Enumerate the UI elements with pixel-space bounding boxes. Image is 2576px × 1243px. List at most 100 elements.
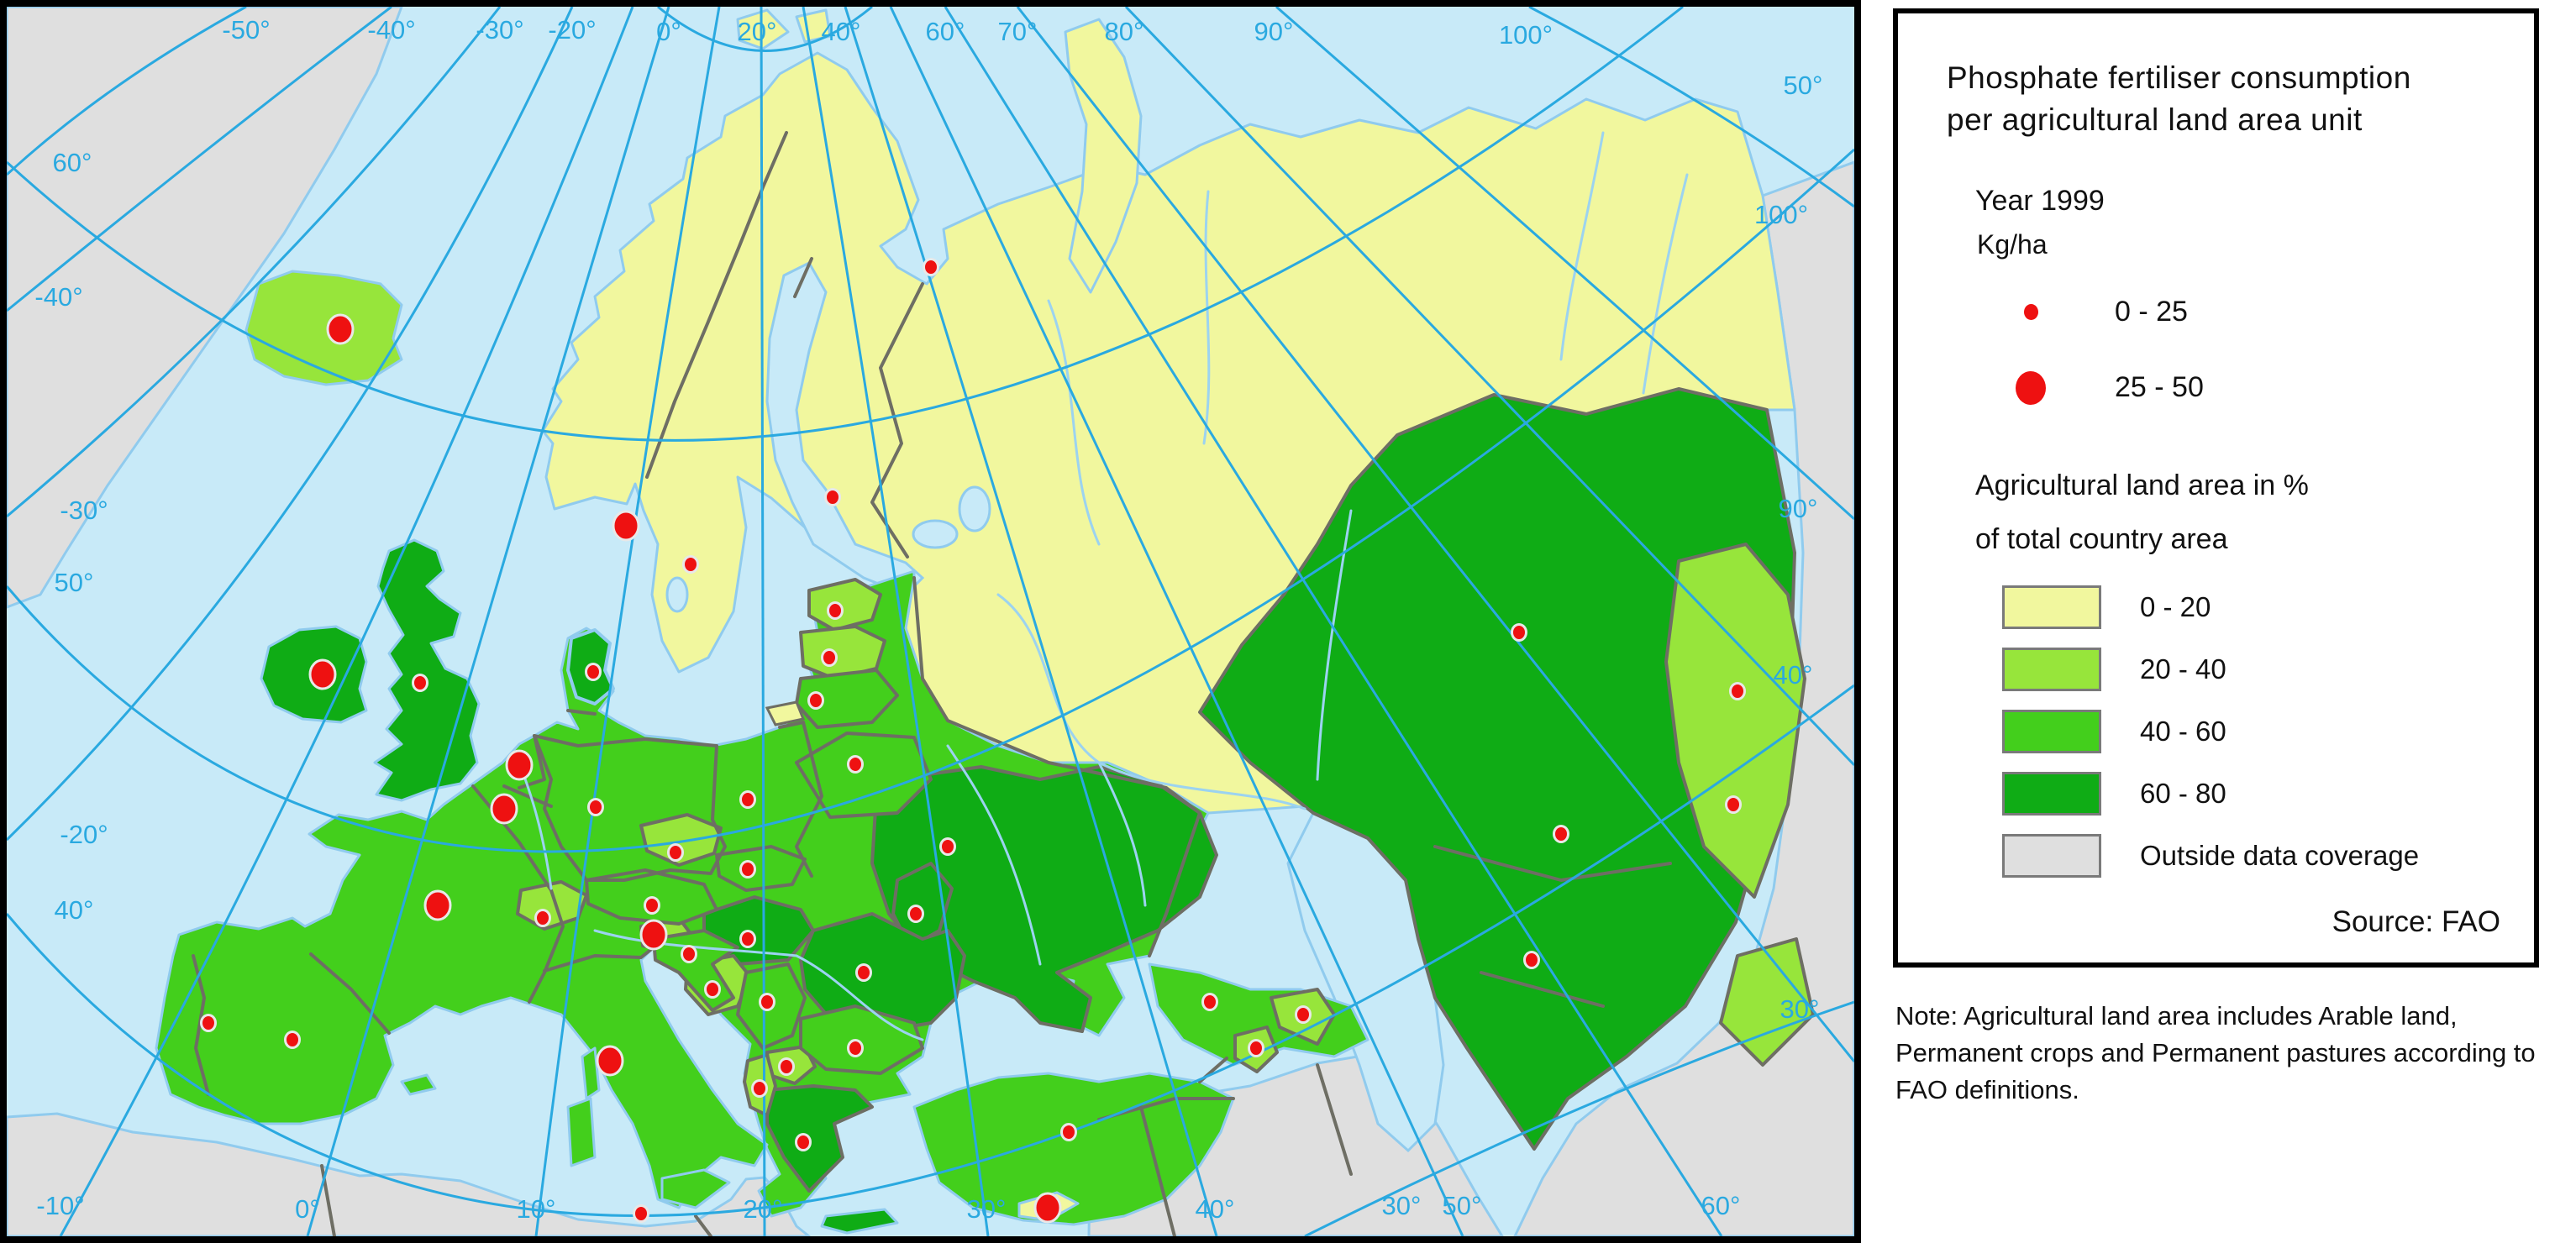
dot-cyprus — [1033, 1192, 1062, 1224]
legend: Phosphate fertiliser consumption per agr… — [1893, 8, 2539, 968]
dot-belarus — [847, 755, 864, 774]
dot-belgium — [490, 793, 518, 825]
dot-turkey — [1060, 1123, 1077, 1141]
dot-portugal — [200, 1014, 217, 1032]
graticule-label: -30° — [476, 15, 523, 45]
dot-azerbaijan — [1295, 1005, 1312, 1024]
dot-moldova — [907, 905, 924, 923]
dot-hungary — [739, 930, 756, 948]
graticule-label: 20° — [744, 1194, 783, 1224]
dot-slovenia — [639, 919, 668, 951]
swatch-20-40-label: 20 - 40 — [2140, 653, 2226, 685]
island-sardinia — [566, 1097, 597, 1167]
dot-poland — [739, 790, 756, 809]
graticule-label: -40° — [34, 282, 82, 312]
dot-kazakhstan-north — [1511, 623, 1527, 642]
legend-swatch-row-0: 0 - 20 — [2002, 585, 2495, 630]
dot-lithuania — [807, 691, 824, 710]
swatch-0-20-label: 0 - 20 — [2140, 591, 2211, 623]
graticule-label: 60° — [926, 17, 965, 46]
dot-iceland — [326, 313, 355, 345]
region-kyrgyz-tajik — [1719, 937, 1815, 1067]
swatch-40-60-label: 40 - 60 — [2140, 716, 2226, 747]
swatch-outside — [2002, 834, 2101, 878]
graticule-label: 70° — [998, 17, 1038, 46]
small-dot-icon — [1997, 304, 2064, 321]
dot-romania — [855, 963, 872, 982]
legend-unit: Kg/ha — [1977, 228, 2048, 260]
dot-ukraine — [939, 837, 956, 856]
legend-title-line2: per agricultural land area unit — [1947, 102, 2363, 137]
dot-malta — [633, 1204, 649, 1223]
graticule-label: -20° — [60, 820, 108, 849]
legend-title-line1: Phosphate fertiliser consumption — [1947, 60, 2411, 95]
dot-switzerland — [534, 909, 551, 927]
fertiliser-dots — [200, 258, 1746, 1224]
country-czech-republic — [639, 813, 723, 867]
legend-dot-row-large: 25 - 50 — [1997, 365, 2495, 412]
legend-year: Year 1999 — [1975, 184, 2105, 217]
dot-france — [423, 889, 452, 921]
graticule-label: 90° — [1779, 494, 1818, 523]
graticule-label: -20° — [548, 15, 596, 45]
region-altai — [1664, 543, 1806, 899]
graticule-label: 100° — [1754, 200, 1808, 229]
legend-swatch-row-4: Outside data coverage — [2002, 834, 2495, 878]
country-greece — [765, 1084, 874, 1193]
swatch-40-60 — [2002, 710, 2101, 754]
graticule-label: 30° — [967, 1194, 1007, 1224]
graticule-label: 100° — [1499, 20, 1553, 50]
dot-united-kingdom — [412, 674, 428, 692]
dot-italy — [596, 1045, 624, 1077]
legend-title: Phosphate fertiliser consumption per agr… — [1947, 57, 2495, 141]
island-sicily — [660, 1168, 731, 1209]
dot-estonia — [827, 601, 844, 620]
graticule-label: 30° — [1780, 994, 1820, 1024]
country-bulgaria — [799, 1004, 924, 1075]
dot-czech-republic — [667, 843, 684, 862]
island-corsica — [581, 1046, 601, 1100]
graticule-label: 0° — [295, 1194, 320, 1224]
graticule — [7, 7, 1854, 1236]
graticule-label: 90° — [1254, 17, 1294, 46]
graticule-label: 60° — [53, 148, 92, 177]
dot-latvia — [821, 648, 838, 667]
legend-area-heading-line2: of total country area — [1975, 523, 2228, 556]
country-iceland — [244, 270, 403, 386]
swatch-outside-label: Outside data coverage — [2140, 840, 2420, 872]
dot-austria — [644, 896, 660, 915]
island-crete — [820, 1208, 899, 1235]
dot-spain — [284, 1031, 301, 1049]
swatch-60-80-label: 60 - 80 — [2140, 778, 2226, 810]
legend-dot-row-small: 0 - 25 — [1997, 289, 2495, 336]
dot-ireland — [308, 658, 337, 690]
dot-armenia — [1248, 1039, 1264, 1057]
region-north-africa — [7, 1112, 811, 1236]
legend-swatch-row-2: 40 - 60 — [2002, 710, 2495, 754]
country-borders — [192, 131, 1672, 1236]
graticule-label: 10° — [517, 1194, 556, 1224]
region-central-asia — [1198, 387, 1796, 1151]
graticule-label: 40° — [1774, 660, 1813, 690]
graticule-label: 40° — [822, 17, 861, 46]
dot-finland — [824, 488, 841, 506]
dot-east-region — [1725, 795, 1742, 814]
dot-netherlands — [505, 749, 534, 781]
dot-greece — [795, 1133, 812, 1151]
graticule-label: -10° — [36, 1191, 84, 1220]
graticule-label: -50° — [222, 15, 270, 45]
dot-denmark — [585, 663, 602, 681]
dot-serbia — [759, 993, 775, 1011]
graticule-label: 0° — [656, 17, 681, 46]
country-moldova — [891, 862, 954, 949]
graticule-label: 50° — [1443, 1191, 1482, 1220]
dot-albania — [751, 1079, 768, 1098]
graticule-label: 50° — [1784, 71, 1823, 100]
graticule-label: -40° — [367, 15, 415, 45]
legend-dot-large-label: 25 - 50 — [2115, 371, 2204, 404]
note-text: Note: Agricultural land area includes Ar… — [1895, 1001, 2536, 1105]
large-dot-icon — [1997, 370, 2064, 405]
dot-norway — [612, 510, 640, 542]
legend-dot-small-label: 0 - 25 — [2115, 296, 2188, 328]
